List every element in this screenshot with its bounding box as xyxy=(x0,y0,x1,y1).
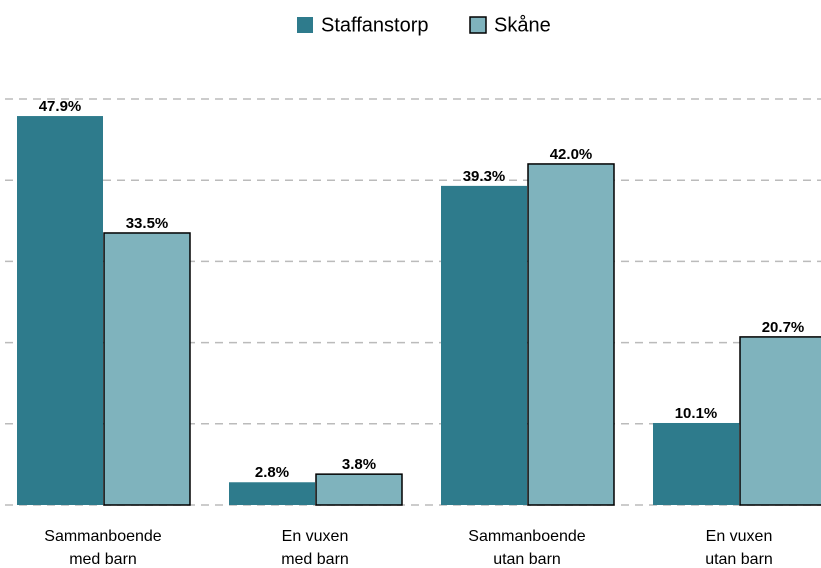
value-label: 10.1% xyxy=(675,405,718,422)
x-tick-line: med barn xyxy=(69,551,137,568)
x-tick-label: Sammanboende utan barn xyxy=(468,528,586,568)
x-tick-label: Sammanboende med barn xyxy=(44,528,162,568)
legend-label: Skåne xyxy=(494,14,551,36)
x-tick-line: Sammanboende xyxy=(44,528,162,545)
value-label: 20.7% xyxy=(762,319,805,336)
bar xyxy=(527,163,615,506)
x-tick-line: utan barn xyxy=(493,551,561,568)
x-tick-line: En vuxen xyxy=(282,528,349,545)
legend-label: Staffanstorp xyxy=(321,14,428,36)
x-tick-line: En vuxen xyxy=(706,528,773,545)
x-tick-label: En vuxen med barn xyxy=(281,528,349,568)
bar xyxy=(17,116,103,505)
x-tick-line: med barn xyxy=(281,551,349,568)
value-label: 2.8% xyxy=(255,464,289,481)
value-label: 33.5% xyxy=(126,215,169,232)
legend-swatch xyxy=(297,17,313,33)
x-tick-line: utan barn xyxy=(705,551,773,568)
bar xyxy=(315,473,403,506)
legend-swatch xyxy=(469,16,487,34)
value-label: 3.8% xyxy=(342,456,376,473)
x-tick-line: Sammanboende xyxy=(468,528,586,545)
value-label: 42.0% xyxy=(550,146,593,163)
bar xyxy=(653,422,739,505)
bar xyxy=(103,232,191,506)
bar xyxy=(229,482,315,505)
x-tick-label: En vuxen utan barn xyxy=(705,528,773,568)
value-label: 47.9% xyxy=(39,98,82,115)
bar xyxy=(739,336,821,506)
value-label: 39.3% xyxy=(463,168,506,185)
bar xyxy=(441,185,527,505)
